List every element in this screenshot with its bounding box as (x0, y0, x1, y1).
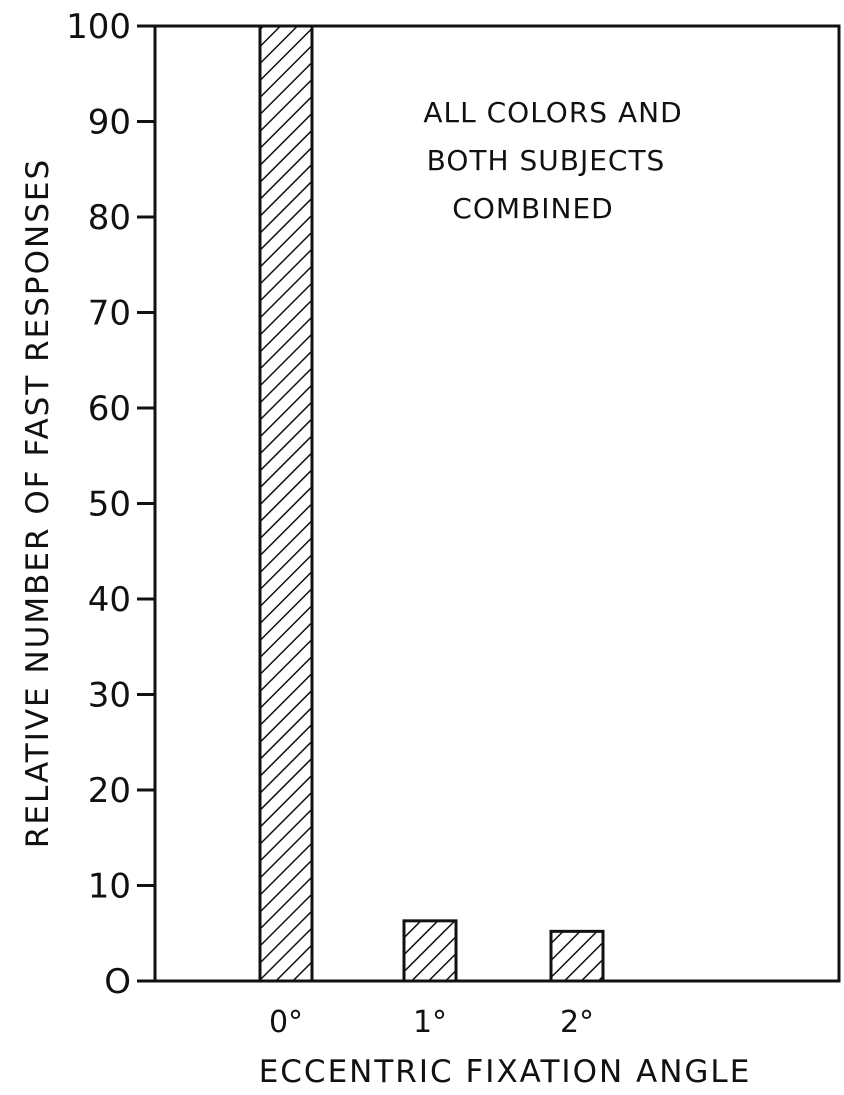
x-axis-ticks: 0° 1° 2° (269, 1005, 594, 1040)
annotation-line-2: BOTH SUBJECTS (427, 144, 666, 177)
y-tick-label: 60 (88, 389, 131, 429)
x-axis-title: ECCENTRIC FIXATION ANGLE (259, 1054, 752, 1090)
y-tick-label: 70 (88, 294, 131, 334)
chart-annotation: ALL COLORS AND BOTH SUBJECTS COMBINED (423, 96, 682, 225)
y-tick-label: 10 (88, 867, 131, 907)
y-tick-label: 30 (88, 676, 131, 716)
y-tick-label: 50 (88, 485, 131, 525)
y-axis-ticks: O 10 20 30 40 50 60 70 80 90 100 (66, 7, 155, 1002)
y-tick-label: 90 (88, 103, 131, 143)
y-tick-label: 100 (66, 7, 131, 47)
annotation-line-1: ALL COLORS AND (423, 96, 682, 129)
bar (402, 919, 458, 983)
x-tick-label: 1° (413, 1005, 447, 1040)
x-tick-label: 2° (560, 1005, 594, 1040)
y-tick-label: 20 (88, 771, 131, 811)
y-tick-label: O (104, 962, 131, 1002)
bar (258, 24, 314, 983)
y-tick-label: 40 (88, 580, 131, 620)
y-axis-title: RELATIVE NUMBER OF FAST RESPONSES (20, 158, 56, 848)
bar (549, 929, 605, 983)
bar-group (258, 24, 605, 983)
x-tick-label: 0° (269, 1005, 303, 1040)
y-tick-label: 80 (88, 198, 131, 238)
annotation-line-3: COMBINED (452, 192, 613, 225)
